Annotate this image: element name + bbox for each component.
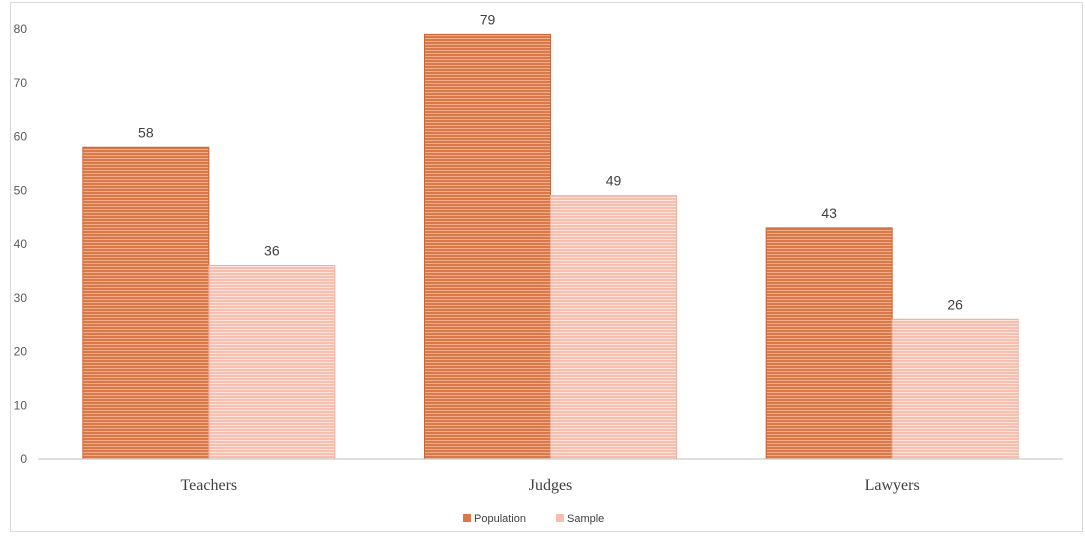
y-tick-label: 10 — [14, 398, 28, 412]
bar-sample-judges — [550, 195, 677, 460]
y-tick-label: 50 — [14, 183, 28, 197]
y-axis-ticks: 0 10 20 30 40 50 60 70 80 — [14, 22, 28, 466]
x-tick-label: Judges — [529, 477, 573, 494]
y-tick-label: 60 — [14, 130, 28, 144]
legend-swatch-sample — [556, 514, 564, 522]
data-label: 26 — [947, 296, 963, 312]
bar-population-judges — [424, 33, 551, 460]
legend-label-sample: Sample — [567, 513, 604, 525]
data-label: 49 — [606, 173, 622, 189]
x-axis: Teachers Judges Lawyers — [38, 458, 1063, 494]
y-tick-label: 40 — [14, 237, 28, 251]
legend-swatch-population — [463, 514, 471, 522]
x-tick-label: Teachers — [181, 477, 238, 494]
data-label: 36 — [264, 243, 280, 259]
y-tick-label: 30 — [14, 291, 28, 305]
legend: Population Sample — [463, 513, 604, 525]
bar-sample-teachers — [208, 265, 336, 460]
bar-sample-lawyers — [891, 318, 1019, 460]
y-tick-label: 80 — [14, 22, 28, 36]
y-tick-label: 70 — [14, 76, 28, 90]
bars — [82, 33, 1019, 460]
data-labels: 58 36 79 49 43 26 — [138, 11, 963, 312]
data-label: 79 — [480, 11, 496, 27]
x-tick-label: Lawyers — [865, 477, 920, 494]
bar-population-teachers — [82, 146, 210, 460]
bar-population-lawyers — [765, 227, 893, 460]
chart-frame — [10, 2, 1083, 532]
y-tick-label: 20 — [14, 345, 28, 359]
data-label: 43 — [821, 205, 837, 221]
data-label: 58 — [138, 124, 154, 140]
legend-label-population: Population — [474, 513, 526, 525]
y-tick-label: 0 — [20, 452, 27, 466]
